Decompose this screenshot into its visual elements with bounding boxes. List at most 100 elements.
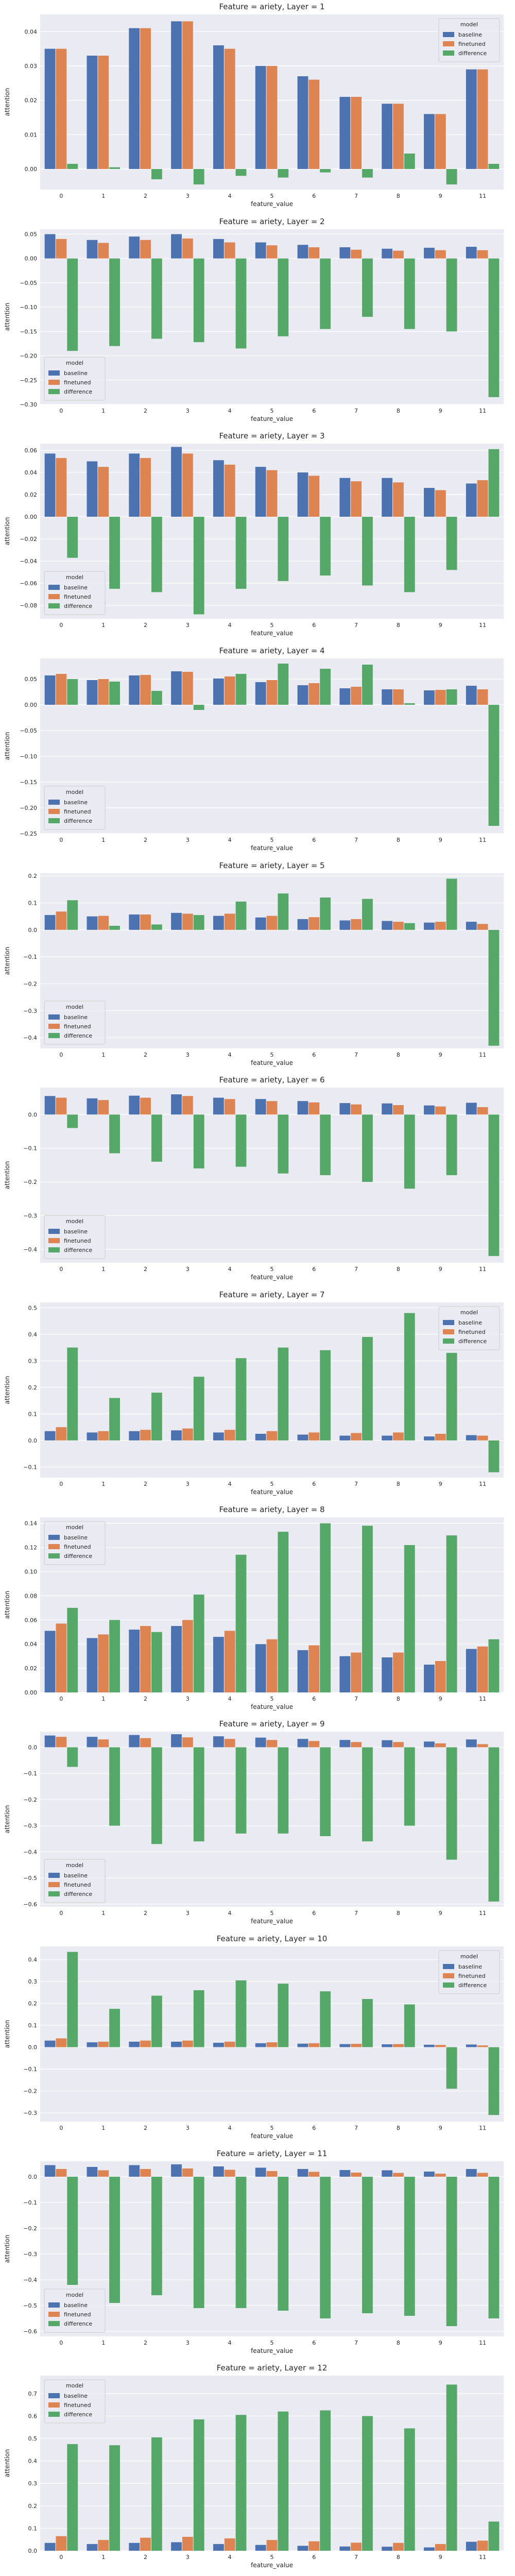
bar-difference [109,2445,120,2551]
bar-baseline [255,65,266,169]
bar-finetuned [98,1100,109,1115]
y-tick-label: 0.14 [25,1520,37,1527]
bar-difference [488,163,500,169]
bar-baseline [213,1097,224,1115]
y-tick-label: −0.05 [20,280,37,286]
bar-baseline [255,1099,266,1115]
bar-baseline [171,2041,182,2047]
bar-baseline [297,1434,308,1440]
y-tick-label: −0.25 [20,377,37,383]
bar-finetuned [308,1432,320,1440]
x-axis-label: feature_value [251,1703,293,1710]
x-tick-label: 7 [354,2340,358,2346]
legend-label: finetuned [64,1544,91,1550]
bar-finetuned [351,686,362,705]
y-tick-label: −0.4 [23,2277,37,2283]
x-tick-label: 2 [144,1481,147,1487]
bar-finetuned [308,2172,320,2177]
bar-difference [109,681,120,705]
bar-finetuned [308,2043,320,2047]
bar-finetuned [266,1431,278,1440]
y-tick-label: −0.2 [23,2225,37,2232]
bar-difference [488,1639,500,1692]
bar-baseline [424,690,435,705]
y-tick-label: −0.02 [20,536,37,543]
legend-swatch-difference [48,1247,60,1253]
x-tick-label: 4 [228,2125,232,2131]
x-tick-label: 2 [144,408,147,414]
bar-baseline [44,1631,56,1692]
bar-baseline [339,1435,351,1440]
legend-swatch-finetuned [48,594,60,600]
bar-baseline [213,2544,224,2551]
bar-difference [151,924,162,930]
bar-finetuned [435,1743,446,1748]
bar-finetuned [182,453,193,517]
bar-baseline [297,1739,308,1748]
bar-baseline [129,675,140,705]
bar-baseline [466,921,477,930]
bar-difference [404,1313,415,1440]
bar-finetuned [435,921,446,930]
bar-finetuned [308,917,320,930]
x-tick-label: 11 [479,1910,486,1917]
y-tick-label: −0.5 [23,2302,37,2309]
legend-swatch-difference [48,1553,60,1558]
bar-finetuned [98,1431,109,1440]
bar-finetuned [435,250,446,259]
bar-baseline [129,914,140,930]
bar-baseline [382,1435,393,1440]
bar-difference [362,1336,373,1440]
x-tick-label: 3 [186,2340,190,2346]
x-tick-label: 5 [270,837,273,843]
x-tick-label: 4 [228,193,232,199]
bar-finetuned [435,1106,446,1115]
bar-difference [320,897,331,930]
chart-title: Feature = ariety, Layer = 3 [219,431,324,440]
bar-difference [235,258,247,349]
bar-difference [278,168,289,178]
bar-finetuned [477,69,488,169]
legend-swatch-difference [48,1891,60,1897]
bar-baseline [44,675,56,705]
legend-label: baseline [64,1228,88,1235]
bar-finetuned [351,2172,362,2177]
y-tick-label: −0.30 [20,401,37,408]
bar-difference [109,517,120,589]
bar-difference [193,1594,204,1692]
x-tick-label: 6 [312,2554,316,2561]
legend-swatch-baseline [48,799,60,805]
bar-baseline [339,2170,351,2177]
x-tick-label: 11 [479,1481,486,1487]
bar-finetuned [393,2044,404,2047]
bar-finetuned [435,689,446,705]
legend-label: baseline [64,1014,88,1021]
legend-label: baseline [64,1534,88,1541]
bar-finetuned [224,242,235,259]
bar-finetuned [308,247,320,259]
bar-baseline [466,2044,477,2047]
bar-difference [446,1535,457,1692]
bar-baseline [255,2043,266,2047]
x-tick-label: 5 [270,1266,273,1273]
bar-finetuned [224,2538,235,2551]
chart-panel: Feature = ariety, Layer = 9 0.0 −0.1 −0.2 −0… [4,1719,504,1925]
bar-difference [235,1554,247,1692]
bar-difference [404,923,415,930]
bar-difference [67,1347,78,1440]
y-axis-label: attention [4,732,11,760]
y-axis-label: attention [4,2449,11,2478]
bar-difference [235,2176,247,2308]
bar-baseline [382,478,393,517]
bar-baseline [339,1740,351,1748]
bar-difference [278,1984,289,2047]
bar-difference [446,878,457,930]
legend-title: model [66,574,83,581]
y-tick-label: −0.3 [23,1007,37,1014]
x-tick-label: 8 [397,622,400,629]
bar-difference [151,1632,162,1692]
y-tick-label: −0.6 [23,2328,37,2335]
bar-difference [235,673,247,705]
bar-difference [404,258,415,329]
